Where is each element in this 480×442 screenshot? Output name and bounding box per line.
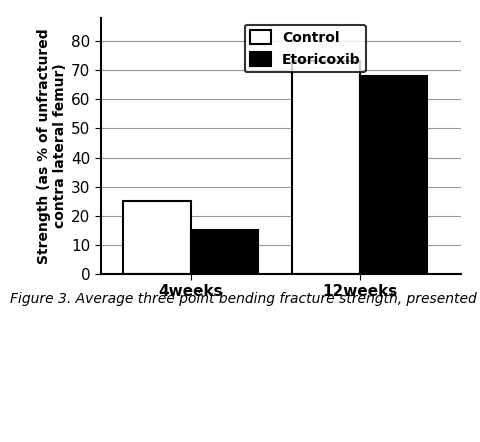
Y-axis label: Strength (as % of unfractured
contra lateral femur): Strength (as % of unfractured contra lat…: [36, 28, 67, 264]
Bar: [292, 61, 360, 274]
Text: Figure 3. Average three point bending fracture strength, presented as percentage: Figure 3. Average three point bending fr…: [10, 292, 480, 306]
Bar: [360, 76, 427, 274]
Bar: [191, 230, 258, 274]
Legend: Control, Etoricoxib: Control, Etoricoxib: [244, 25, 366, 72]
Bar: [123, 201, 191, 274]
